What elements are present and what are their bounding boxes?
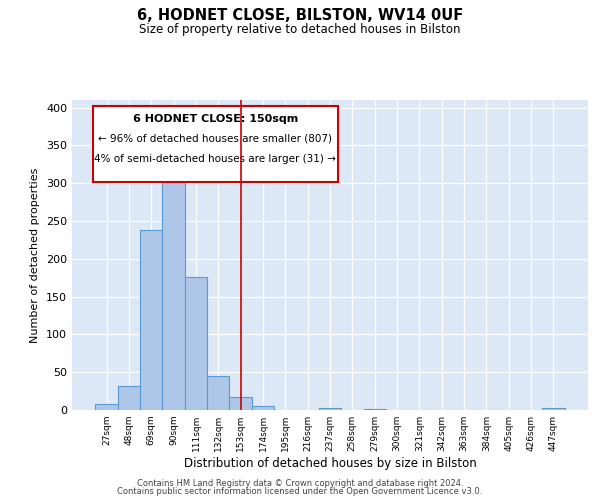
Bar	[364, 409, 386, 410]
Text: 4% of semi-detached houses are larger (31) →: 4% of semi-detached houses are larger (3…	[94, 154, 336, 164]
Bar	[252, 406, 274, 410]
Bar	[140, 230, 163, 410]
Bar	[229, 397, 252, 410]
Bar	[163, 168, 185, 410]
Bar	[95, 404, 118, 410]
Y-axis label: Number of detached properties: Number of detached properties	[31, 168, 40, 342]
Text: ← 96% of detached houses are smaller (807): ← 96% of detached houses are smaller (80…	[98, 134, 332, 143]
X-axis label: Distribution of detached houses by size in Bilston: Distribution of detached houses by size …	[184, 457, 476, 470]
Text: 6, HODNET CLOSE, BILSTON, WV14 0UF: 6, HODNET CLOSE, BILSTON, WV14 0UF	[137, 8, 463, 22]
Text: Contains HM Land Registry data © Crown copyright and database right 2024.: Contains HM Land Registry data © Crown c…	[137, 478, 463, 488]
Bar	[118, 386, 140, 410]
Bar	[542, 408, 565, 410]
Text: 6 HODNET CLOSE: 150sqm: 6 HODNET CLOSE: 150sqm	[133, 114, 298, 124]
Text: Size of property relative to detached houses in Bilston: Size of property relative to detached ho…	[139, 22, 461, 36]
Text: Contains public sector information licensed under the Open Government Licence v3: Contains public sector information licen…	[118, 487, 482, 496]
Bar	[207, 376, 229, 410]
FancyBboxPatch shape	[92, 106, 338, 182]
Bar	[185, 277, 207, 410]
Bar	[319, 408, 341, 410]
